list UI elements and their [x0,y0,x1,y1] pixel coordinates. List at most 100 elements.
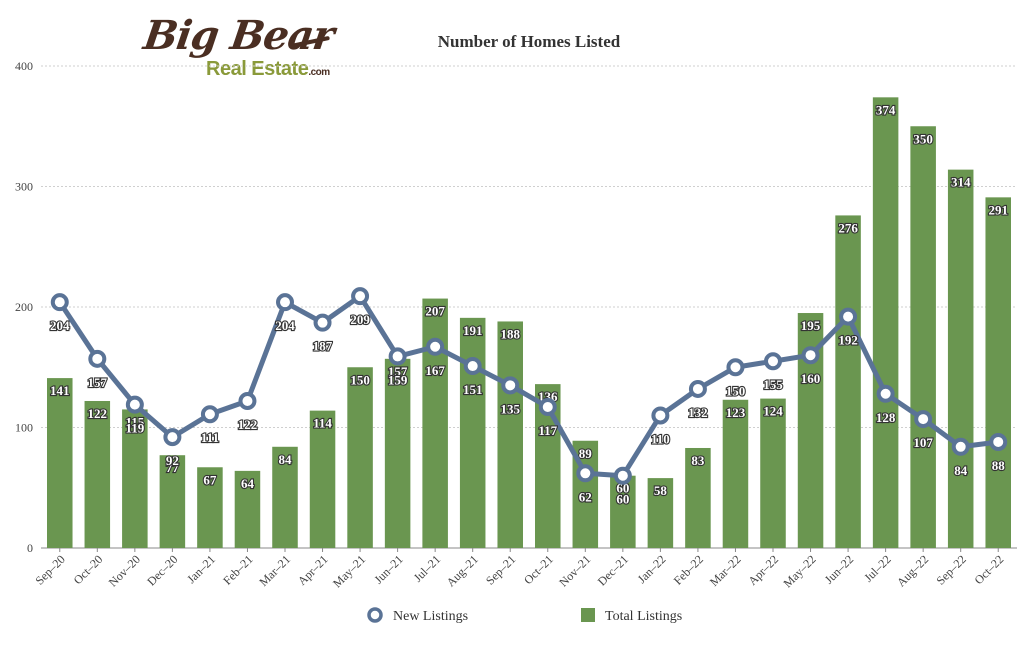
logo-domain: .com [308,67,330,78]
bar-value-label: 207 [425,304,445,319]
bar-value-label: 114 [313,416,332,431]
point-new-listings [839,307,858,326]
x-tick-label: Oct–20 [71,552,106,587]
point-value-label: 155 [763,377,783,392]
bar-value-label: 84 [279,452,293,467]
point-new-listings [914,410,933,429]
company-logo: Big Bear Real Estate.com [140,12,340,86]
point-new-listings [501,376,520,395]
x-tick-label: Dec–21 [595,552,631,588]
bar-total-listings [722,399,749,548]
point-value-label: 128 [876,410,896,425]
x-tick-label: Sep–21 [483,552,518,587]
point-value-label: 192 [838,333,858,348]
x-tick-label: Nov–21 [556,552,593,589]
point-new-listings [951,437,970,456]
grid-lines [41,65,1017,549]
point-value-label: 204 [50,318,70,333]
point-value-label: 111 [201,430,219,445]
point-new-listings [688,379,707,398]
point-value-label: 122 [238,417,258,432]
point-new-listings [463,357,482,376]
point-value-label: 204 [275,318,295,333]
bar-total-listings [159,455,186,548]
point-value-label: 135 [500,401,520,416]
bar-value-label: 350 [913,131,933,146]
bar-total-listings [384,358,411,548]
logo-subtitle-text: Real Estate [206,58,309,80]
point-value-label: 92 [166,453,179,468]
point-value-label: 84 [954,463,968,478]
point-value-label: 157 [88,375,108,390]
bar-total-listings [497,321,523,548]
point-new-listings [576,464,595,483]
bar-total-listings [985,197,1011,548]
bar-total-listings [685,447,711,548]
bar-total-listings [760,398,786,548]
x-tick-label: Mar–22 [707,552,744,589]
bar-value-label: 64 [241,476,255,491]
bar-total-listings [84,400,111,548]
bar-total-listings [234,470,261,548]
point-value-label: 132 [688,405,708,420]
x-tick-label: Jun–22 [822,552,856,586]
point-value-label: 150 [726,383,746,398]
logo-subtitle: Real Estate.com [206,58,330,81]
point-value-label: 209 [350,312,370,327]
point-new-listings [801,346,820,365]
y-tick-label: 300 [15,180,33,194]
legend-line-marker [367,607,383,623]
y-tick-label: 0 [27,541,33,555]
legend-label-total-listings: Total Listings [605,609,682,624]
point-new-listings [876,384,895,403]
bar-total-listings [835,215,861,549]
bar-total-listings [910,126,936,548]
bar-total-listings [647,478,674,548]
point-new-listings [351,287,370,306]
bar-value-label: 83 [691,453,705,468]
bar-total-listings [309,410,336,548]
point-value-label: 60 [616,492,629,507]
bar-value-label: 89 [579,446,593,461]
point-new-listings [200,405,219,424]
new-listings-line [50,287,1008,485]
bar-value-label: 291 [988,202,1008,217]
bar-total-listings [47,378,73,548]
bar-value-label: 191 [463,323,483,338]
y-tick-label: 400 [15,59,33,73]
point-new-listings [613,466,632,485]
bar-value-label: 141 [50,383,70,398]
x-tick-label: May–21 [330,552,368,590]
bar-total-listings [272,446,298,548]
point-value-label: 159 [388,372,408,387]
x-axis: Sep–20 Oct–20 Nov–20 Dec–20 Jan–21 Feb–21 Mar–… [33,548,1006,590]
bar-total-listings [422,298,448,548]
point-value-label: 62 [579,489,592,504]
x-tick-label: Aug–21 [444,552,481,589]
x-tick-label: Aug–22 [894,552,931,589]
bar-value-label: 67 [203,472,217,487]
bar-value-label: 314 [951,175,971,190]
point-new-listings [50,293,69,312]
bar-value-label: 58 [654,483,668,498]
x-tick-label: Jan–22 [635,552,669,586]
bar-value-label: 77 [166,460,180,475]
x-tick-label: Jul–22 [861,552,894,585]
bar-value-label: 60 [616,481,629,496]
point-value-label: 110 [651,431,670,446]
y-tick-label: 100 [15,421,33,435]
x-tick-label: Jul–21 [411,552,444,585]
point-value-label: 167 [425,363,445,378]
new-listings-labels: 204 157 119 92 111 122 204 187 209 159 167 151 135 11… [49,311,1006,508]
chart-title: Number of Homes Listed [438,32,621,51]
point-new-listings [125,395,144,414]
x-tick-label: Oct–21 [521,552,556,587]
point-new-listings [989,432,1008,451]
bar-total-listings [459,317,486,548]
x-tick-label: Nov–20 [106,552,143,589]
point-new-listings [426,337,445,356]
bar-value-label: 115 [125,414,144,429]
legend-bar-swatch [581,608,595,622]
